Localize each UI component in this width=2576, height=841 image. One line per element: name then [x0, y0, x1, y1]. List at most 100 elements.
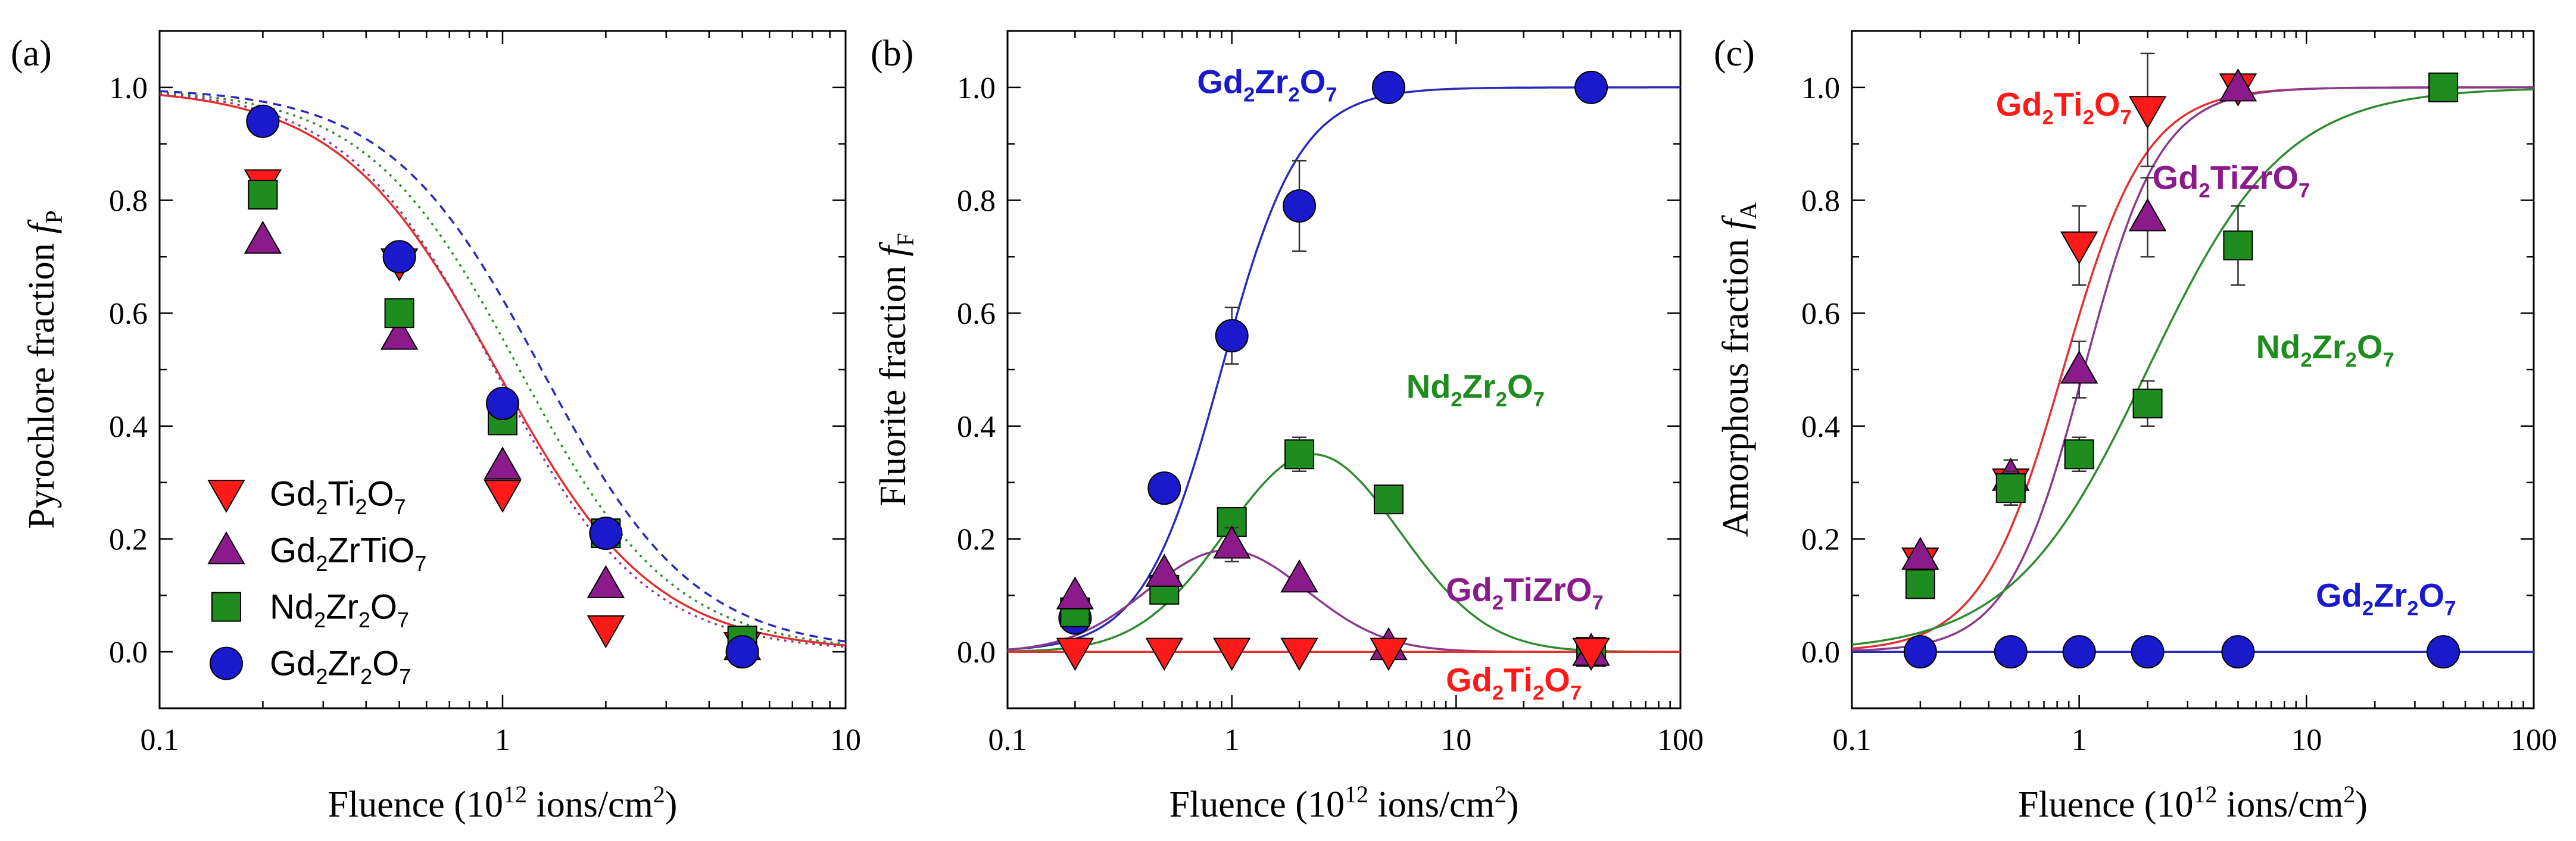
annotation-Nd2Zr2O7: Nd2Zr2O7 [1406, 367, 1545, 411]
data-point-Gd2Zr2O7 [1215, 319, 1249, 353]
series-Gd2ZrTiO7 [1056, 525, 1610, 666]
data-point-Gd2Zr2O7 [1574, 70, 1608, 104]
legend-marker-Gd2Zr2O7 [210, 646, 243, 680]
panel-label: (c) [1714, 33, 1755, 74]
data-point-Gd2Zr2O7 [486, 386, 519, 420]
x-tick-label: 1 [2072, 723, 2087, 757]
data-point-Gd2ZrTiO7 [380, 317, 419, 350]
legend-label-Gd2Zr2O7: Gd2Zr2O7 [270, 645, 411, 689]
data-point-Gd2Ti2O7 [484, 480, 522, 513]
x-tick-label: 10 [2291, 723, 2322, 757]
data-point-Gd2Ti2O7 [1572, 637, 1610, 671]
panel-3: 0.1 1 10 100 0.0 0.2 0.4 0.6 0.8 1.0 (c) Amorphous … [1714, 30, 2557, 825]
x-axis-label: Fluence (1012 ions/cm2) [2018, 781, 2368, 825]
data-point-Nd2Zr2O7 [2223, 230, 2253, 261]
y-tick-label: 0.6 [1801, 297, 1840, 331]
fit-line-Gd2ZrTiO7 [1852, 86, 2534, 652]
x-tick-label: 10 [1440, 723, 1471, 757]
series-Nd2Zr2O7 [1905, 72, 2459, 599]
data-point-Gd2Zr2O7 [246, 104, 280, 138]
y-tick-label: 0.4 [957, 410, 996, 444]
y-axis-label: Pyrochlore fraction fP [21, 210, 67, 529]
data-point-Gd2ZrTiO7 [2060, 350, 2098, 384]
legend-label-Nd2Zr2O7: Nd2Zr2O7 [270, 588, 409, 633]
y-tick-label: 0.8 [109, 185, 148, 218]
y-tick-label: 0.0 [109, 636, 148, 670]
data-point-Gd2Ti2O7 [1145, 637, 1184, 671]
x-tick-label: 1 [1224, 723, 1240, 757]
series-Gd2ZrTiO7 [1901, 68, 2257, 570]
fit-curves [1008, 86, 1680, 653]
series-Gd2Ti2O7 [1056, 637, 1610, 671]
data-point-Gd2Zr2O7 [1283, 189, 1317, 223]
series-Gd2Zr2O7 [1903, 635, 2460, 669]
panel-1: 0.1 1 10 0.0 0.2 0.4 0.6 0.8 1.0 (a) Pyrochlore fr… [11, 30, 861, 825]
legend-marker-Nd2Zr2O7 [211, 592, 241, 622]
data-point-Nd2Zr2O7 [1995, 473, 2026, 504]
y-tick-label: 1.0 [957, 71, 996, 105]
y-tick-label: 0.6 [957, 297, 996, 331]
data-point-Nd2Zr2O7 [2064, 439, 2094, 470]
annotation-Gd2Zr2O7: Gd2Zr2O7 [2316, 576, 2456, 620]
y-tick-label: 0.2 [957, 523, 996, 557]
data-point-Gd2Ti2O7 [587, 615, 625, 649]
y-tick-label: 0.6 [109, 297, 148, 331]
data-point-Gd2Ti2O7 [1212, 637, 1251, 671]
data-point-Gd2Zr2O7 [1371, 70, 1405, 104]
data-point-Gd2Zr2O7 [2221, 635, 2255, 669]
annotation-Gd2Zr2O7: Gd2Zr2O7 [1197, 62, 1337, 106]
series-Nd2Zr2O7 [1060, 436, 1607, 667]
data-point-Gd2Zr2O7 [382, 240, 416, 274]
data-point-Gd2Ti2O7 [1370, 637, 1408, 671]
data-point-Gd2Zr2O7 [1147, 471, 1181, 505]
series-Gd2Zr2O7 [246, 104, 759, 669]
y-tick-label: 0.4 [1801, 410, 1840, 444]
series-Gd2ZrTiO7 [244, 220, 762, 661]
fit-line-Nd2Zr2O7 [1008, 453, 1680, 653]
data-point-Gd2Zr2O7 [725, 635, 759, 669]
y-tick-label: 0.2 [1801, 523, 1840, 557]
x-tick-label: 1 [495, 723, 510, 757]
legend-label-Gd2ZrTiO7: Gd2ZrTiO7 [270, 532, 426, 576]
data-point-Gd2ZrTiO7 [484, 446, 522, 480]
annotation-Gd2ZrTiO7: Gd2TiZrO7 [2153, 159, 2310, 202]
x-tick-label: 100 [1657, 723, 1704, 757]
data-point-Gd2Ti2O7 [2128, 96, 2167, 129]
data-point-Gd2ZrTiO7 [1145, 554, 1184, 587]
y-axis-label: Fluorite fraction fF [873, 233, 919, 507]
data-point-Gd2ZrTiO7 [2219, 68, 2257, 102]
data-point-Gd2Ti2O7 [1056, 637, 1094, 671]
series-Gd2Zr2O7 [1058, 70, 1608, 635]
y-tick-label: 0.0 [1801, 636, 1840, 670]
legend-marker-Gd2Ti2O7 [207, 480, 245, 513]
data-point-Nd2Zr2O7 [2132, 388, 2163, 418]
data-point-Gd2ZrTiO7 [1280, 559, 1318, 593]
fit-line-Nd2Zr2O7 [1852, 88, 2534, 646]
annotation-Gd2Ti2O7: Gd2Ti2O7 [1996, 85, 2132, 129]
data-point-Nd2Zr2O7 [1905, 569, 1935, 599]
data-point-Gd2Ti2O7 [2060, 231, 2098, 265]
x-axis-label: Fluence (1012 ions/cm2) [328, 781, 678, 825]
y-axis-label: Amorphous fraction fA [1716, 202, 1761, 537]
fit-line-Gd2Zr2O7 [1008, 86, 1680, 651]
data-point-Gd2Zr2O7 [2427, 635, 2460, 669]
panel-label: (b) [871, 33, 913, 74]
panel-label: (a) [11, 33, 52, 74]
data-point-Gd2ZrTiO7 [2128, 198, 2167, 232]
data-point-Nd2Zr2O7 [1284, 439, 1315, 470]
data-point-Gd2ZrTiO7 [587, 565, 625, 598]
y-tick-label: 0.4 [109, 410, 148, 444]
x-tick-label: 0.1 [141, 723, 179, 757]
y-tick-label: 0.0 [957, 636, 996, 670]
y-tick-label: 0.2 [109, 523, 148, 557]
data-point-Gd2Ti2O7 [1280, 637, 1318, 671]
data-point-Gd2Zr2O7 [1994, 635, 2028, 669]
y-tick-label: 1.0 [109, 71, 148, 105]
data-point-Nd2Zr2O7 [1373, 484, 1404, 515]
legend-marker-Gd2ZrTiO7 [207, 531, 245, 565]
data-point-Gd2Zr2O7 [589, 517, 623, 551]
data-point-Gd2ZrTiO7 [244, 220, 282, 254]
data-point-Gd2Zr2O7 [1903, 635, 1937, 669]
legend: Gd2Ti2O7 Gd2ZrTiO7 Nd2Zr2O7 Gd2Zr2O7 [207, 475, 426, 689]
